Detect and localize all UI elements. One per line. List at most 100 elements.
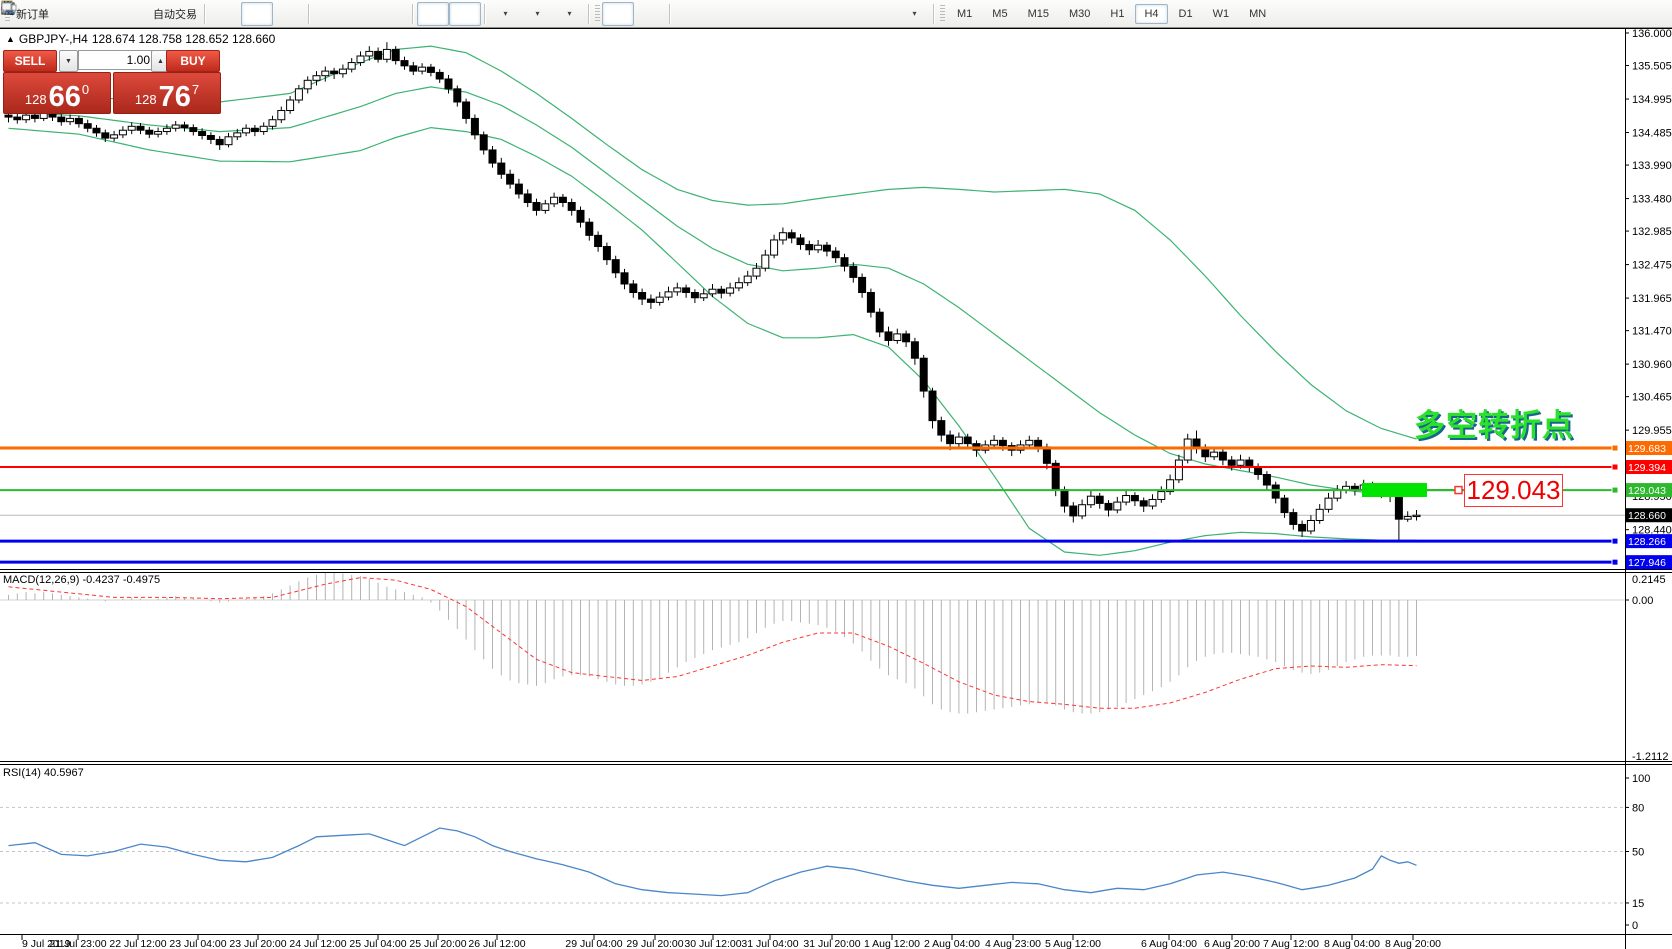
fibonacci-button[interactable]: F [2, 2, 834, 26]
dropdown-caret: ▾ [503, 9, 508, 18]
new-chart-button[interactable]: ▾ [1, 1, 521, 26]
periods-button[interactable]: ▾ [1, 1, 553, 26]
dropdown-caret: ▾ [912, 9, 917, 18]
text-button[interactable]: A [4, 1, 866, 26]
hline-handle[interactable] [1611, 537, 1619, 545]
svg-text:133.480: 133.480 [1632, 194, 1672, 206]
tab-timeframe-m1[interactable]: M1 [957, 7, 973, 20]
svg-text:30 Jul 12:00: 30 Jul 12:00 [684, 938, 741, 949]
svg-text:29 Jul 04:00: 29 Jul 04:00 [565, 938, 622, 949]
bar-chart-button[interactable] [2, 2, 241, 26]
buy-button[interactable]: BUY [166, 50, 220, 72]
candlestick-chart-button[interactable] [2, 1, 273, 26]
zoom-out-button[interactable] [2, 2, 377, 26]
svg-text:0: 0 [1632, 920, 1638, 932]
main-price-pane[interactable] [0, 42, 1625, 566]
toolbar-grip[interactable] [595, 4, 600, 23]
svg-text:130.960: 130.960 [1632, 359, 1672, 371]
toolbar-separator [484, 3, 486, 24]
svg-text:136.000: 136.000 [1632, 28, 1672, 40]
trendline-button[interactable] [1, 2, 770, 26]
tile-windows-button[interactable] [2, 2, 409, 26]
highlight-rectangle[interactable] [1362, 483, 1427, 497]
hline-handle[interactable] [1611, 558, 1619, 566]
svg-text:131.965: 131.965 [1632, 293, 1672, 305]
crosshair-button[interactable] [2, 2, 666, 26]
ohlc-values: 128.674 128.758 128.652 128.660 [91, 32, 276, 46]
tab-timeframe-m15[interactable]: M15 [1027, 7, 1049, 20]
svg-text:135.505: 135.505 [1632, 61, 1672, 73]
svg-text:23 Jul 04:00: 23 Jul 04:00 [169, 938, 226, 949]
tab-timeframe-h1[interactable]: H1 [1110, 7, 1125, 20]
text-label-button[interactable]: T [1, 2, 898, 26]
tab-timeframe-w1[interactable]: W1 [1212, 7, 1230, 20]
svg-text:23 Jul 20:00: 23 Jul 20:00 [229, 938, 286, 949]
macd-indicator-label: MACD(12,26,9) -0.4237 -0.4975 [3, 574, 161, 586]
collapse-panel-icon[interactable]: ▲ [6, 34, 15, 44]
new-order-button[interactable]: 新订单 [1, 0, 53, 26]
sell-price-prefix: 128 [24, 92, 47, 107]
macd-pane[interactable] [0, 572, 1625, 714]
chart-canvas[interactable]: 136.000 135.505 134.995 134.485 133.990 133.4… [0, 28, 1672, 949]
vertical-line-button[interactable] [7, 1, 706, 26]
svg-text:F: F [10, 11, 14, 16]
svg-text:22 Jul 12:00: 22 Jul 12:00 [109, 938, 166, 949]
sell-price-box[interactable]: 128 66 0 [3, 72, 111, 114]
svg-text:132.475: 132.475 [1632, 260, 1672, 272]
templates-button[interactable]: ▾ [1, 2, 585, 26]
price-axis[interactable]: 136.000 135.505 134.995 134.485 133.990 133.4… [1625, 28, 1672, 932]
svg-text:129.955: 129.955 [1632, 425, 1672, 437]
tab-timeframe-m30[interactable]: M30 [1068, 7, 1091, 20]
sell-button[interactable]: SELL [3, 50, 57, 72]
hline-handle[interactable] [1611, 486, 1619, 494]
community-button[interactable] [0, 2, 117, 26]
signals-button[interactable] [5, 2, 149, 26]
svg-text:1 Aug 12:00: 1 Aug 12:00 [864, 938, 920, 949]
tab-timeframe-mn[interactable]: MN [1249, 7, 1267, 20]
volume-decrease-button[interactable]: ▼ [59, 50, 78, 72]
price-callout-box[interactable]: 129.043 [1464, 474, 1563, 507]
svg-text:15: 15 [1632, 898, 1644, 910]
one-click-trading-panel: SELL ▼ 1.00 ▲ BUY 128 66 0 128 76 7 [3, 50, 221, 114]
horizontal-line-button[interactable] [1, 2, 738, 26]
toolbar: 新订单 自动交易 [0, 0, 1672, 28]
zoom-in-button[interactable] [2, 2, 345, 26]
equidistant-channel-button[interactable]: E [0, 1, 802, 26]
svg-text:21 Jul 23:00: 21 Jul 23:00 [49, 938, 106, 949]
hline-handle[interactable] [1611, 463, 1619, 471]
pivot-annotation[interactable]: 多空转折点 [1414, 408, 1574, 443]
cursor-button[interactable] [4, 1, 634, 26]
hline-handle[interactable] [1611, 444, 1619, 452]
svg-text:26 Jul 12:00: 26 Jul 12:00 [468, 938, 525, 949]
svg-text:4 Aug 23:00: 4 Aug 23:00 [985, 938, 1041, 949]
svg-text:24 Jul 12:00: 24 Jul 12:00 [289, 938, 346, 949]
chart-area[interactable]: 136.000 135.505 134.995 134.485 133.990 133.4… [0, 28, 1672, 949]
autotrading-button[interactable]: 自动交易 [1, 2, 201, 26]
toolbar-separator [933, 3, 935, 24]
svg-text:130.465: 130.465 [1632, 392, 1672, 404]
sell-price-big: 66 [48, 81, 81, 113]
callout-anchor[interactable] [1454, 485, 1463, 495]
line-chart-button[interactable] [1, 2, 305, 26]
auto-scroll-button[interactable] [1, 1, 449, 26]
tab-timeframe-m5[interactable]: M5 [992, 7, 1008, 20]
buy-price-box[interactable]: 128 76 7 [113, 72, 221, 114]
bollinger-upper-band [8, 45, 1417, 440]
svg-text:-1.2112: -1.2112 [1632, 751, 1669, 763]
chart-shift-button[interactable] [1, 1, 481, 26]
toolbar-separator [669, 3, 671, 24]
svg-text:131.470: 131.470 [1632, 326, 1672, 338]
svg-text:7 Aug 12:00: 7 Aug 12:00 [1263, 938, 1319, 949]
shapes-button[interactable]: ▾ [2, 2, 930, 26]
rsi-pane[interactable] [0, 806, 1625, 904]
tab-timeframe-h4[interactable]: H4 [1135, 3, 1168, 24]
chat-icon[interactable] [0, 0, 18, 16]
toolbar-grip[interactable] [940, 4, 945, 23]
svg-text:5 Aug 12:00: 5 Aug 12:00 [1045, 938, 1101, 949]
tab-timeframe-d1[interactable]: D1 [1178, 7, 1193, 20]
toolbar-separator [412, 3, 414, 24]
volume-input[interactable]: 1.00 [78, 50, 157, 70]
styler-button[interactable] [1, 1, 85, 26]
svg-text:29 Jul 20:00: 29 Jul 20:00 [626, 938, 683, 949]
